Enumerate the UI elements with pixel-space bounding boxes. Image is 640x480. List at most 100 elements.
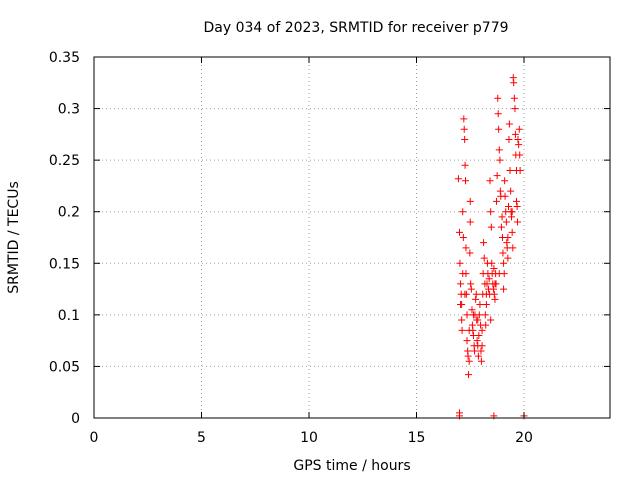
x-tick-label: 0 — [90, 430, 99, 446]
data-point — [494, 94, 502, 102]
data-point — [481, 311, 489, 319]
data-point — [495, 270, 503, 278]
chart-title: Day 034 of 2023, SRMTID for receiver p77… — [203, 20, 508, 36]
data-point — [457, 301, 465, 309]
x-tick-label: 10 — [300, 430, 318, 446]
data-point — [466, 218, 474, 226]
data-point — [488, 259, 496, 267]
data-point — [495, 146, 503, 154]
data-point — [460, 125, 468, 133]
data-point — [498, 213, 506, 221]
data-point — [459, 208, 467, 216]
data-point — [478, 326, 486, 334]
data-point — [480, 239, 488, 247]
data-point — [456, 259, 464, 267]
y-tick-label: 0.25 — [49, 153, 80, 169]
data-point — [462, 177, 470, 185]
data-point — [463, 337, 471, 345]
data-point — [459, 270, 467, 278]
data-point — [491, 280, 499, 288]
data-point — [460, 115, 468, 123]
data-point — [474, 352, 482, 360]
data-point — [475, 331, 483, 339]
data-point — [510, 79, 518, 87]
data-point — [505, 136, 513, 144]
data-point — [495, 125, 503, 133]
data-point — [497, 223, 505, 231]
data-point — [477, 347, 485, 355]
data-point — [487, 223, 495, 231]
data-point — [501, 177, 509, 185]
data-point — [515, 125, 523, 133]
data-point — [505, 120, 513, 128]
data-point — [480, 254, 488, 262]
data-point — [502, 218, 510, 226]
data-point — [474, 316, 482, 324]
data-point — [508, 228, 516, 236]
data-point — [476, 301, 484, 309]
data-point — [492, 197, 500, 205]
data-point — [472, 295, 480, 303]
data-point — [461, 161, 469, 169]
data-point — [496, 156, 504, 164]
plot-grid — [94, 57, 610, 418]
data-point — [504, 234, 512, 241]
data-point — [467, 285, 475, 293]
data-point — [458, 326, 466, 334]
data-point — [462, 244, 470, 252]
data-point — [461, 290, 469, 298]
data-point — [456, 228, 463, 236]
data-point — [516, 166, 524, 174]
data-point — [500, 285, 508, 293]
x-axis-label: GPS time / hours — [293, 458, 410, 474]
data-point — [465, 326, 473, 334]
data-point — [457, 280, 465, 288]
data-point — [477, 357, 485, 365]
y-tick-label: 0.35 — [49, 50, 80, 66]
data-point — [512, 197, 520, 205]
data-point — [465, 357, 473, 365]
data-point — [501, 192, 509, 200]
y-tick-label: 0.3 — [58, 102, 80, 118]
data-point — [514, 136, 522, 144]
data-point — [478, 342, 486, 350]
y-tick-label: 0 — [71, 411, 80, 427]
data-point — [472, 290, 480, 298]
data-point — [459, 234, 467, 241]
data-point — [515, 141, 523, 149]
axis-ticks: 0 5 10 15 20 0 0.05 0.1 0.15 0.2 0.25 0.3 0.35 — [49, 50, 610, 446]
data-point — [493, 172, 501, 180]
data-point — [454, 175, 462, 183]
data-point — [468, 306, 476, 314]
data-point — [464, 352, 472, 360]
data-point — [486, 177, 494, 185]
data-points — [454, 74, 528, 420]
data-point — [466, 197, 474, 205]
data-point — [510, 94, 518, 102]
data-point — [504, 254, 512, 262]
data-point — [489, 285, 497, 293]
data-point — [499, 249, 507, 257]
data-point — [514, 218, 522, 226]
data-point — [461, 136, 469, 144]
data-point — [482, 321, 490, 329]
data-point — [469, 311, 477, 319]
data-point — [487, 316, 495, 324]
data-point — [494, 110, 502, 118]
data-point — [465, 371, 473, 379]
data-point — [508, 208, 516, 216]
data-point — [490, 264, 498, 272]
data-point — [473, 337, 481, 345]
data-point — [467, 280, 475, 288]
data-point — [507, 187, 515, 195]
data-point — [513, 203, 521, 211]
data-point — [458, 316, 466, 324]
data-point — [509, 244, 517, 252]
data-point — [511, 105, 519, 113]
data-point — [463, 311, 471, 319]
y-tick-label: 0.15 — [49, 256, 80, 272]
data-point — [466, 249, 474, 257]
data-point — [471, 347, 479, 355]
data-point — [482, 290, 490, 298]
